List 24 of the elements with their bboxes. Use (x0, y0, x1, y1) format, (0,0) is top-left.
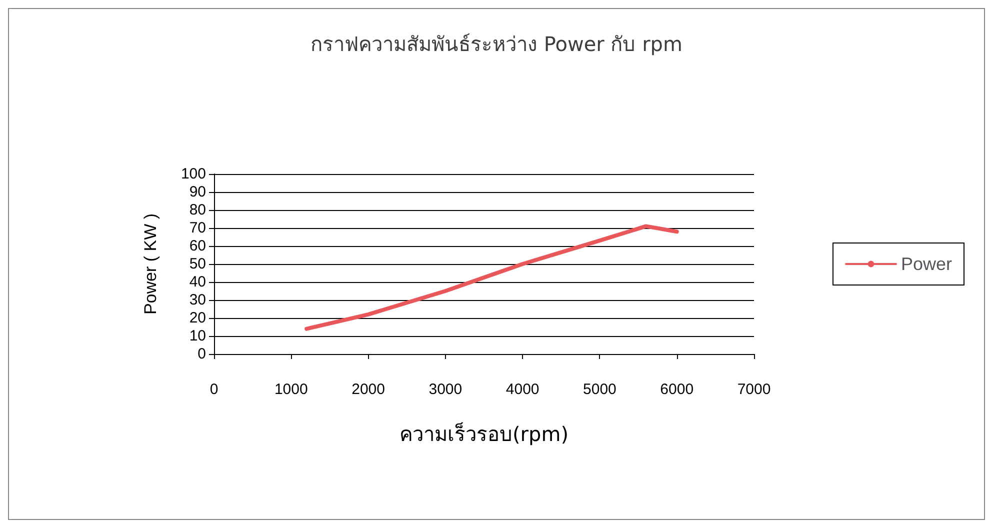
x-axis-title: ความเร็วรอบ(rpm) (399, 421, 569, 446)
y-tick-label: 10 (189, 328, 206, 344)
y-tick-label: 0 (198, 346, 206, 362)
y-tick-label: 70 (189, 220, 206, 236)
x-tick-label: 4000 (506, 381, 540, 398)
y-tick-label: 20 (189, 310, 206, 326)
y-axis-title: Power ( KW ) (141, 213, 160, 315)
chart-title: กราฟความสัมพันธ์ระหว่าง Power กับ rpm (310, 32, 682, 56)
x-tick-label: 2000 (352, 381, 385, 398)
y-tick-label: 100 (180, 166, 206, 182)
x-tick-label: 5000 (583, 381, 616, 398)
y-tick-label: 50 (189, 256, 206, 272)
x-tick-label: 6000 (660, 381, 694, 398)
x-tick-label: 7000 (737, 381, 771, 398)
x-tick-label: 0 (210, 381, 218, 398)
x-tick-label: 3000 (428, 381, 462, 398)
y-tick-label: 30 (189, 292, 206, 308)
y-tick-label: 90 (189, 184, 206, 200)
line-series (304, 224, 679, 331)
y-tick-label: 60 (189, 238, 206, 254)
x-tick-label: 1000 (274, 381, 308, 398)
legend-label: Power (900, 254, 952, 274)
y-tick-label: 80 (189, 202, 206, 218)
y-tick-label: 40 (189, 274, 206, 290)
